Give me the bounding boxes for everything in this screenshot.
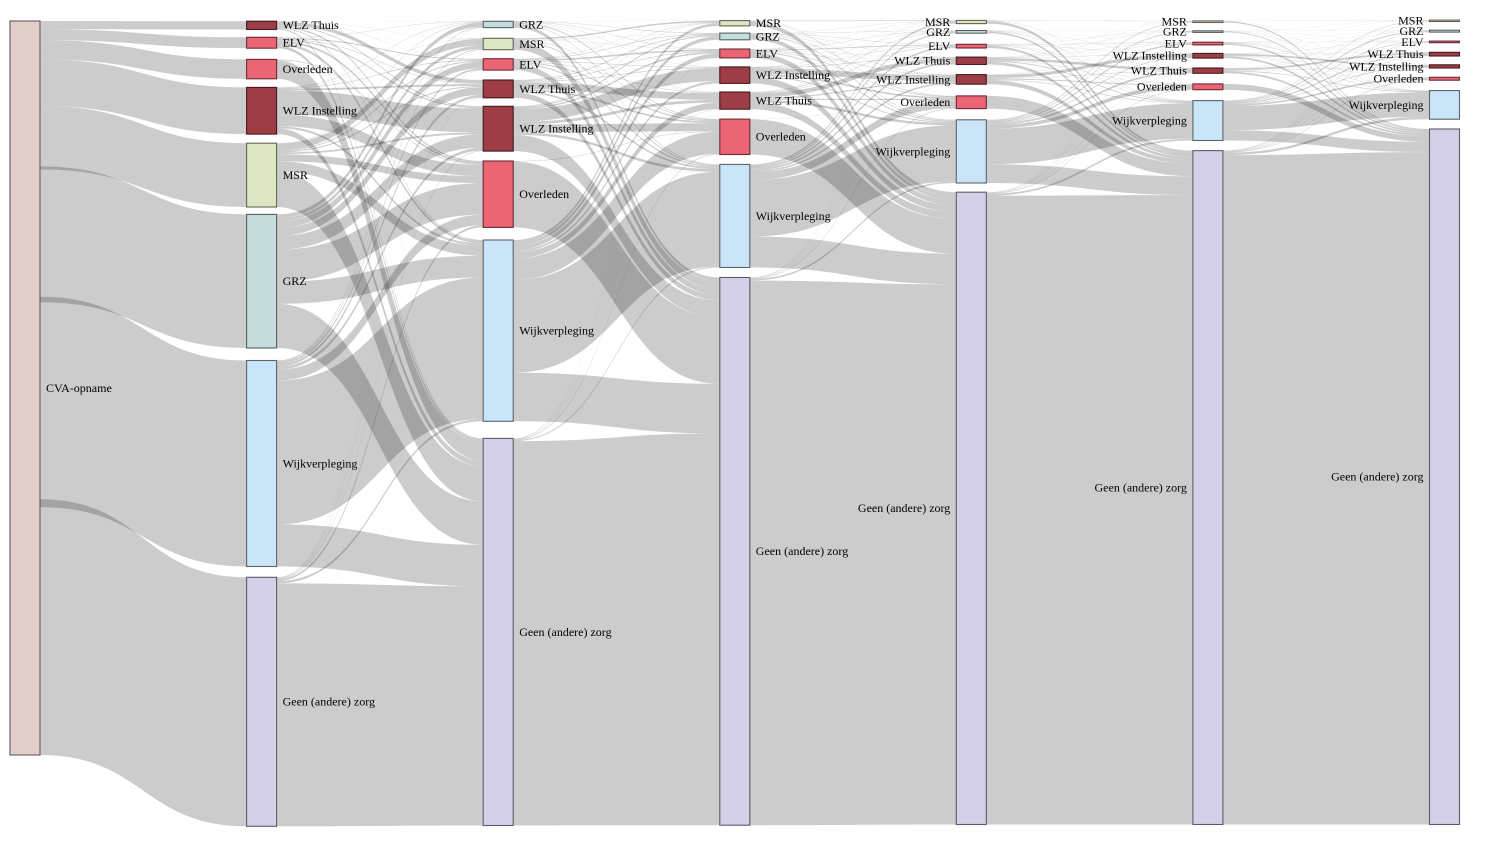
svg-text:ELV: ELV [283, 36, 306, 50]
svg-text:GRZ: GRZ [283, 274, 307, 288]
svg-text:Geen (andere) zorg: Geen (andere) zorg [858, 501, 950, 515]
svg-text:WLZ Thuis: WLZ Thuis [756, 94, 812, 108]
svg-text:MSR: MSR [519, 37, 544, 51]
svg-text:Wijkverpleging: Wijkverpleging [1112, 114, 1187, 128]
svg-text:WLZ Instelling: WLZ Instelling [876, 72, 950, 86]
svg-text:Overleden: Overleden [900, 95, 950, 109]
svg-text:GRZ: GRZ [1163, 25, 1187, 39]
svg-text:MSR: MSR [283, 168, 308, 182]
svg-text:ELV: ELV [928, 39, 951, 53]
svg-text:ELV: ELV [1165, 37, 1188, 51]
svg-text:GRZ: GRZ [1400, 24, 1424, 38]
svg-text:GRZ: GRZ [926, 25, 950, 39]
svg-text:WLZ Thuis: WLZ Thuis [1131, 64, 1187, 78]
svg-text:Overleden: Overleden [519, 187, 569, 201]
svg-text:Wijkverpleging: Wijkverpleging [283, 456, 358, 470]
svg-text:WLZ Instelling: WLZ Instelling [1113, 49, 1187, 63]
svg-text:MSR: MSR [1162, 15, 1187, 29]
svg-text:Geen (andere) zorg: Geen (andere) zorg [519, 625, 611, 639]
svg-text:MSR: MSR [756, 16, 781, 30]
svg-text:WLZ Thuis: WLZ Thuis [1367, 47, 1423, 61]
svg-text:Geen (andere) zorg: Geen (andere) zorg [1095, 480, 1187, 494]
svg-text:Overleden: Overleden [1374, 72, 1424, 86]
svg-text:Wijkverpleging: Wijkverpleging [875, 144, 950, 158]
svg-text:Wijkverpleging: Wijkverpleging [1349, 98, 1424, 112]
svg-text:Wijkverpleging: Wijkverpleging [756, 209, 831, 223]
svg-text:Wijkverpleging: Wijkverpleging [519, 324, 594, 338]
svg-text:Geen (andere) zorg: Geen (andere) zorg [283, 695, 375, 709]
svg-text:GRZ: GRZ [519, 17, 543, 31]
svg-text:WLZ Instelling: WLZ Instelling [756, 68, 830, 82]
svg-text:ELV: ELV [519, 57, 542, 71]
svg-text:ELV: ELV [756, 46, 779, 60]
svg-text:WLZ Thuis: WLZ Thuis [283, 18, 339, 32]
svg-text:WLZ Thuis: WLZ Thuis [519, 82, 575, 96]
svg-text:Geen (andere) zorg: Geen (andere) zorg [756, 544, 848, 558]
svg-text:MSR: MSR [1398, 14, 1423, 28]
svg-text:GRZ: GRZ [756, 29, 780, 43]
svg-text:CVA-opname: CVA-opname [46, 381, 112, 395]
svg-text:WLZ Instelling: WLZ Instelling [519, 122, 593, 136]
svg-text:Overleden: Overleden [283, 62, 333, 76]
svg-text:WLZ Instelling: WLZ Instelling [1349, 59, 1423, 73]
svg-text:Overleden: Overleden [1137, 80, 1187, 94]
svg-text:WLZ Thuis: WLZ Thuis [894, 54, 950, 68]
svg-text:Overleden: Overleden [756, 130, 806, 144]
svg-text:Geen (andere) zorg: Geen (andere) zorg [1331, 470, 1423, 484]
svg-text:WLZ Instelling: WLZ Instelling [283, 104, 357, 118]
svg-text:ELV: ELV [1401, 35, 1424, 49]
svg-text:MSR: MSR [925, 15, 950, 29]
